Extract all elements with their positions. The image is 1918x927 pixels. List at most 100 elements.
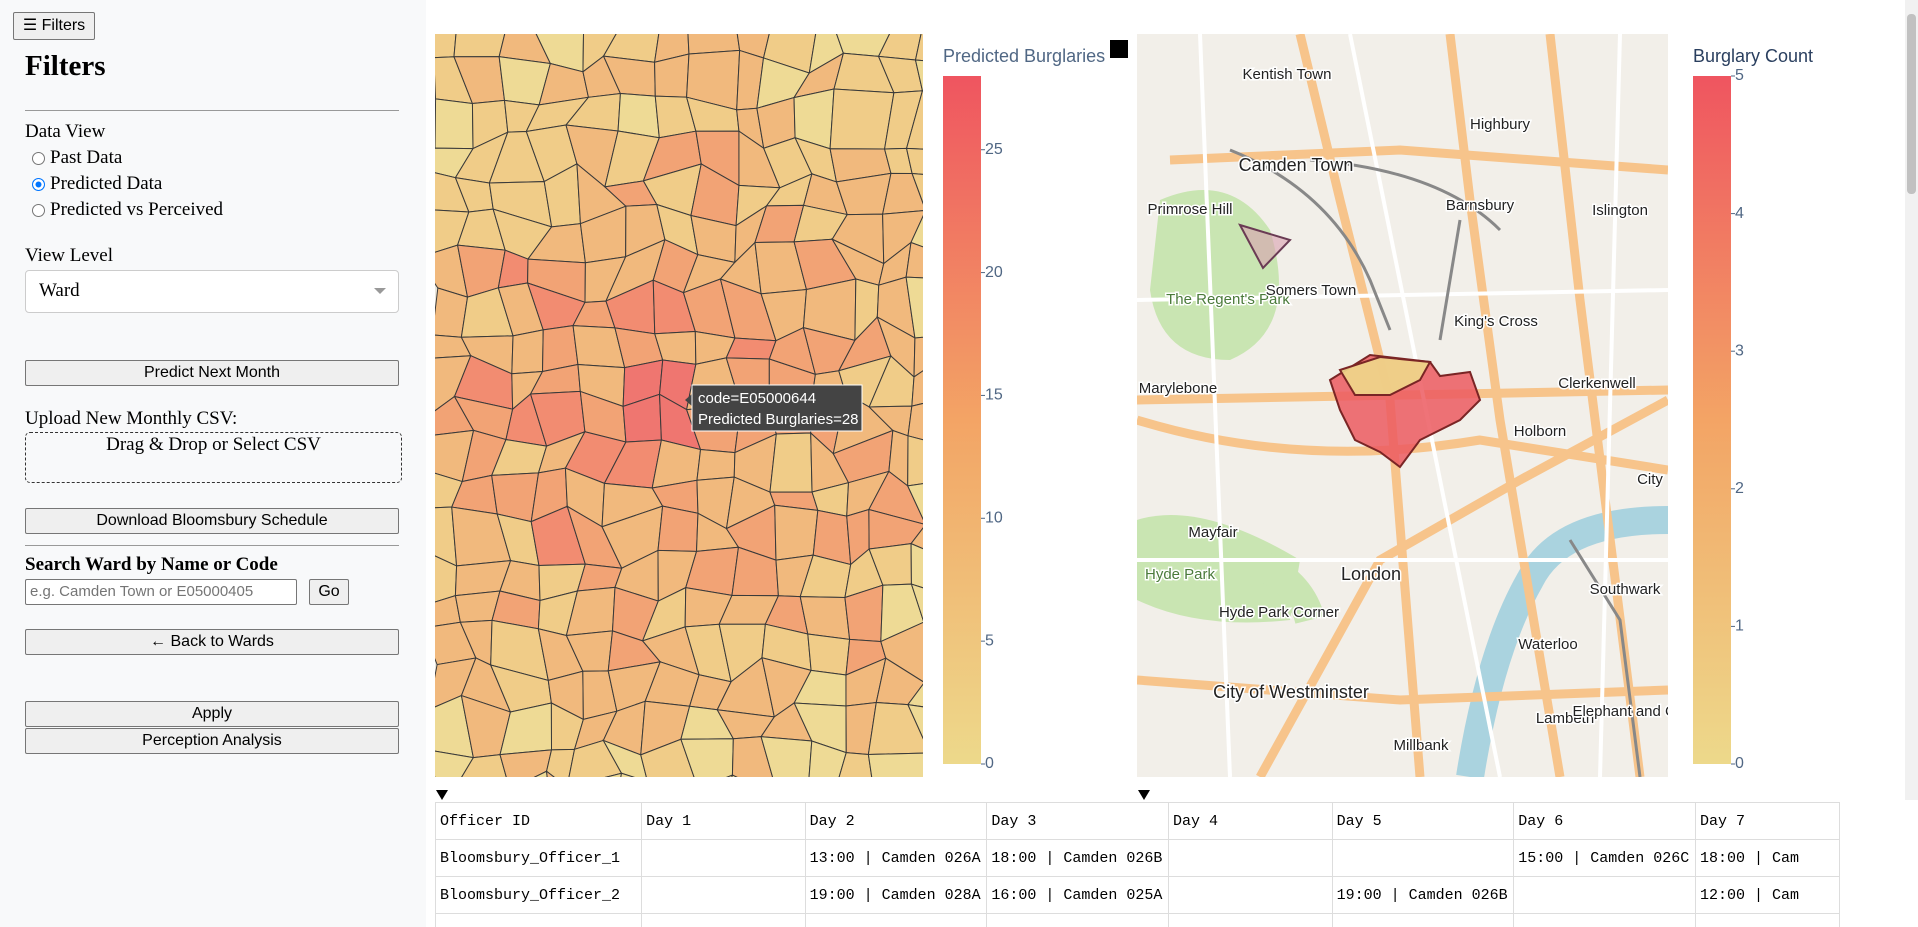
place-label: Southwark [1590, 581, 1661, 598]
place-label: Lambeth [1536, 710, 1594, 727]
colorbar-tick-label: 4 [1735, 205, 1744, 222]
ward [907, 683, 923, 708]
ward [725, 337, 777, 360]
ward [907, 435, 923, 487]
ward [905, 276, 923, 339]
go-button[interactable]: Go [309, 579, 349, 605]
slider-handle[interactable] [436, 790, 448, 800]
ward [545, 770, 555, 777]
radio-button[interactable] [32, 152, 45, 165]
ward [499, 749, 553, 777]
ward [880, 621, 923, 683]
view-level-label: View Level [25, 245, 114, 266]
view-level-select[interactable]: Ward [25, 270, 399, 313]
modebar-icon[interactable] [1110, 40, 1128, 58]
table-cell [435, 913, 643, 927]
ward [760, 736, 813, 777]
download-button[interactable]: Download Bloomsbury Schedule [25, 508, 399, 534]
ward [542, 325, 579, 373]
ward [905, 90, 923, 150]
column-header: Day 6 [1513, 802, 1696, 840]
ward [654, 53, 690, 98]
ward [914, 34, 923, 62]
ward [910, 527, 923, 550]
place-label: Waterloo [1518, 636, 1577, 653]
ward [829, 88, 895, 150]
column-header: Day 3 [986, 802, 1170, 840]
ward [913, 336, 923, 378]
place-label: Highbury [1470, 116, 1531, 133]
ward [687, 34, 741, 55]
ward [910, 583, 923, 622]
ward [951, 785, 994, 800]
table-cell: 15:00 | Camden 026C [1513, 839, 1696, 877]
ward [834, 780, 891, 800]
back-button[interactable]: ← Back to Wards [25, 629, 399, 655]
place-label: Somers Town [1266, 282, 1357, 299]
table-cell: 16:00 | Camden 025A [986, 876, 1170, 914]
dropdown-arrow [374, 288, 386, 294]
place-label: Hyde Park [1145, 566, 1216, 583]
ward [454, 785, 509, 800]
scrollbar-thumb[interactable] [1907, 14, 1916, 194]
slider-handle[interactable] [1138, 790, 1150, 800]
place-label: Camden Town [1239, 155, 1354, 175]
ward [808, 790, 854, 800]
ward [461, 754, 507, 777]
radio-label: Past Data [50, 147, 123, 168]
radio-button[interactable] [32, 178, 45, 191]
ward [910, 542, 923, 589]
maps: Kentish Town Camden Town Highbury Barnsbury… [412, 0, 1918, 800]
upload-dropzone[interactable]: Drag & Drop or Select CSV [25, 432, 402, 483]
ward [453, 34, 506, 58]
place-label: Barnsbury [1446, 197, 1515, 214]
ward [731, 736, 774, 777]
column-header: Officer ID [435, 802, 643, 840]
place-label: King's Cross [1454, 313, 1538, 330]
radio-button[interactable] [32, 204, 45, 217]
place-label: City of Westminster [1213, 682, 1369, 702]
tooltip-line: code=E05000644 [698, 390, 816, 407]
ward [511, 329, 544, 375]
colorbar-tick-label: 5 [1735, 67, 1744, 84]
place-label: Marylebone [1139, 380, 1217, 397]
table-cell [1168, 876, 1333, 914]
ward [726, 774, 734, 777]
search-input[interactable]: e.g. Camden Town or E05000405 [25, 579, 297, 605]
perception-button[interactable]: Perception Analysis [25, 728, 399, 754]
ward [435, 750, 475, 777]
table-cell [804, 913, 988, 927]
table-cell: 12:00 | Cam [1694, 876, 1840, 914]
colorbar-tick-label: 20 [985, 264, 1003, 281]
place-label: Holborn [1514, 423, 1567, 440]
column-header: Day 4 [1168, 802, 1333, 840]
table-cell: 18:00 | Camden 026B [986, 839, 1170, 877]
colorbar-title: Predicted Burglaries [943, 46, 1105, 66]
ward [435, 98, 474, 150]
table-cell [1513, 876, 1696, 914]
table-cell [641, 839, 806, 877]
radio-label: Predicted Data [50, 173, 163, 194]
table-cell: 19:00 | Camden 028A [804, 876, 988, 914]
ward-choropleth[interactable] [412, 12, 1007, 800]
table-cell [1331, 913, 1515, 927]
filters-toggle[interactable]: ☰ Filters [13, 12, 95, 40]
ward [765, 790, 813, 800]
map-labels: Kentish Town Camden Town Highbury Barnsbury… [1137, 64, 1668, 755]
table-cell [641, 876, 806, 914]
street-map[interactable] [1137, 34, 1668, 777]
sidebar: ☰ Filters Filters Data View Past Data Pre… [0, 0, 426, 927]
colorbar [943, 76, 981, 764]
ward [640, 738, 695, 777]
ward [696, 449, 736, 481]
colorbar-tick-label: 3 [1735, 342, 1744, 359]
ward [545, 748, 576, 777]
table-cell [1694, 913, 1840, 927]
colorbar-tick-label: 1 [1735, 618, 1744, 635]
scrollbar[interactable] [1905, 0, 1918, 800]
ward [867, 702, 923, 755]
apply-button[interactable]: Apply [25, 701, 399, 727]
predict-button[interactable]: Predict Next Month [25, 360, 399, 386]
ward [604, 772, 623, 777]
